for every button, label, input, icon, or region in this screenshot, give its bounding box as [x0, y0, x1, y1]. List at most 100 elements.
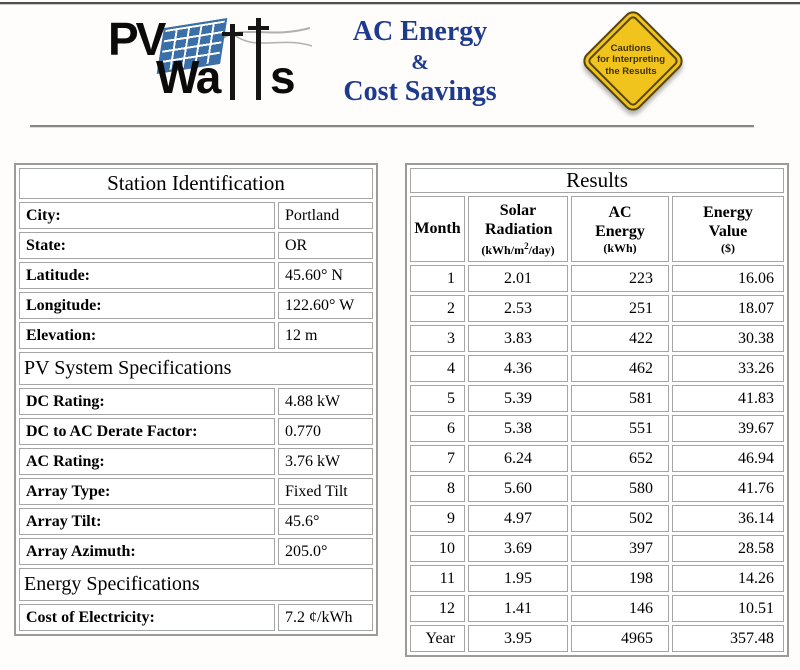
- table-row: City: Portland: [19, 202, 373, 229]
- content-area: Station Identification City: Portland Sta…: [14, 163, 789, 657]
- results-table: Results Month Solar Radiation (kWh/m2/da…: [405, 163, 789, 657]
- ac-energy-cell: 422: [571, 325, 669, 352]
- row-label: Array Tilt:: [19, 508, 275, 535]
- row-label: Longitude:: [19, 292, 275, 319]
- column-header-ac-energy: AC Energy (kWh): [571, 196, 669, 262]
- table-row: DC to AC Derate Factor: 0.770: [19, 418, 373, 445]
- energy-value-cell: 14.26: [672, 565, 784, 592]
- energy-value-cell: 28.58: [672, 535, 784, 562]
- top-border-rule: [0, 2, 800, 5]
- ac-energy-cell: 198: [571, 565, 669, 592]
- solar-radiation-cell: 1.41: [468, 595, 568, 622]
- solar-radiation-cell: 4.97: [468, 505, 568, 532]
- year-total-row: Year 3.95 4965 357.48: [410, 625, 784, 652]
- column-header-month: Month: [410, 196, 465, 262]
- table-row: DC Rating: 4.88 kW: [19, 388, 373, 415]
- section-header-row: PV System Specifications: [19, 352, 373, 385]
- solar-radiation-cell: 5.60: [468, 475, 568, 502]
- solar-radiation-cell: 1.95: [468, 565, 568, 592]
- table-row: Longitude: 122.60° W: [19, 292, 373, 319]
- ac-energy-cell: 652: [571, 445, 669, 472]
- row-value: Fixed Tilt: [278, 478, 373, 505]
- table-header-row: Station Identification: [19, 168, 373, 199]
- logo-text-pv: PV: [108, 13, 166, 65]
- table-row: 10 3.69 397 28.58: [410, 535, 784, 562]
- transmission-tower-icon: [248, 18, 269, 100]
- column-unit: (kWh): [603, 241, 637, 255]
- solar-radiation-cell: 5.38: [468, 415, 568, 442]
- caution-line-3: the Results: [605, 65, 657, 77]
- table-row: 4 4.36 462 33.26: [410, 355, 784, 382]
- solar-radiation-cell: 2.01: [468, 265, 568, 292]
- column-unit: ($): [721, 241, 735, 255]
- table-header-row: Results: [410, 168, 784, 193]
- energy-value-cell: 41.83: [672, 385, 784, 412]
- title-line-2: Cost Savings: [343, 76, 497, 107]
- row-value: OR: [278, 232, 373, 259]
- row-value: 122.60° W: [278, 292, 373, 319]
- table-row: 7 6.24 652 46.94: [410, 445, 784, 472]
- table-row: 12 1.41 146 10.51: [410, 595, 784, 622]
- month-cell: 3: [410, 325, 465, 352]
- row-label: DC Rating:: [19, 388, 275, 415]
- row-value: Portland: [278, 202, 373, 229]
- header-divider-rule: [30, 125, 754, 128]
- solar-radiation-cell: 3.95: [468, 625, 568, 652]
- ac-energy-cell: 223: [571, 265, 669, 292]
- month-cell: 1: [410, 265, 465, 292]
- row-value: 205.0°: [278, 538, 373, 565]
- page-title: AC Energy & Cost Savings: [322, 16, 518, 108]
- section-header-row: Energy Specifications: [19, 568, 373, 601]
- row-label: DC to AC Derate Factor:: [19, 418, 275, 445]
- logo-text-watts-left: Wa: [156, 51, 221, 103]
- table-row: 9 4.97 502 36.14: [410, 505, 784, 532]
- section-title: PV System Specifications: [19, 352, 373, 385]
- transmission-tower-icon: [222, 24, 243, 100]
- table-row: Array Type: Fixed Tilt: [19, 478, 373, 505]
- row-value: 4.88 kW: [278, 388, 373, 415]
- row-value: 0.770: [278, 418, 373, 445]
- pvwatts-logo: PV Wa s: [100, 12, 315, 112]
- caution-line-2: for Interpreting: [596, 54, 666, 66]
- caution-line-1: Cautions: [610, 42, 652, 54]
- table-row: Elevation: 12 m: [19, 322, 373, 349]
- column-header-row: Month Solar Radiation (kWh/m2/day) AC En…: [410, 196, 784, 262]
- month-cell: 5: [410, 385, 465, 412]
- month-cell: 7: [410, 445, 465, 472]
- column-unit: (kWh/m2/day): [481, 241, 555, 257]
- table-row: 3 3.83 422 30.38: [410, 325, 784, 352]
- section-title: Energy Specifications: [19, 568, 373, 601]
- table-row: Latitude: 45.60° N: [19, 262, 373, 289]
- row-label: Latitude:: [19, 262, 275, 289]
- column-header-solar-radiation: Solar Radiation (kWh/m2/day): [468, 196, 568, 262]
- table-row: Cost of Electricity: 7.2 ¢/kWh: [19, 604, 373, 631]
- caution-sign-link[interactable]: Cautions for Interpreting the Results: [576, 6, 687, 118]
- energy-value-cell: 18.07: [672, 295, 784, 322]
- caution-sign-text: Cautions for Interpreting the Results: [576, 6, 686, 114]
- row-label: City:: [19, 202, 275, 229]
- row-label: Array Type:: [19, 478, 275, 505]
- page-header: PV Wa s AC Energy & Cost Savings Caution…: [0, 6, 800, 124]
- month-cell: 12: [410, 595, 465, 622]
- row-label: State:: [19, 232, 275, 259]
- row-value: 3.76 kW: [278, 448, 373, 475]
- month-cell: 11: [410, 565, 465, 592]
- energy-value-cell: 357.48: [672, 625, 784, 652]
- ac-energy-cell: 581: [571, 385, 669, 412]
- month-cell: 8: [410, 475, 465, 502]
- solar-radiation-cell: 3.83: [468, 325, 568, 352]
- row-label: Array Azimuth:: [19, 538, 275, 565]
- table-row: 6 5.38 551 39.67: [410, 415, 784, 442]
- ac-energy-cell: 462: [571, 355, 669, 382]
- table-row: Array Tilt: 45.6°: [19, 508, 373, 535]
- energy-value-cell: 41.76: [672, 475, 784, 502]
- ac-energy-cell: 251: [571, 295, 669, 322]
- row-value: 45.60° N: [278, 262, 373, 289]
- energy-value-cell: 10.51: [672, 595, 784, 622]
- solar-radiation-cell: 6.24: [468, 445, 568, 472]
- month-cell: Year: [410, 625, 465, 652]
- table-row: 11 1.95 198 14.26: [410, 565, 784, 592]
- solar-radiation-cell: 3.69: [468, 535, 568, 562]
- energy-value-cell: 33.26: [672, 355, 784, 382]
